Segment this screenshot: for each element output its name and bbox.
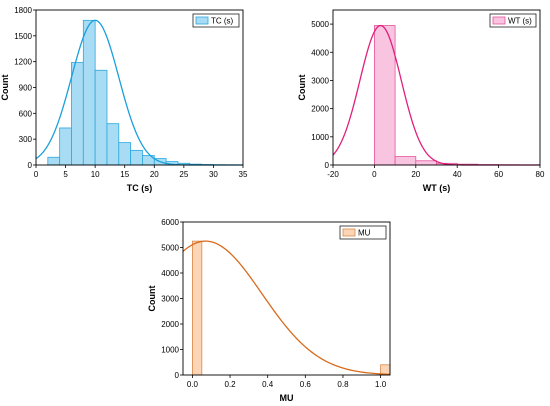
plot-frame (182, 221, 391, 376)
x-tick-label: 0.8 (337, 380, 349, 389)
chart-panel-mu: 0.0 0.2 0.4 0.6 0.8 1.0 0 1000 2000 3000 4000 5000 6… (147, 218, 391, 403)
bar (59, 127, 72, 166)
x-tick-label: 35 (239, 170, 248, 179)
bar (94, 69, 108, 166)
y-tick-label: 1200 (14, 58, 32, 67)
legend-swatch (195, 16, 209, 25)
x-tick-label: 1.0 (375, 380, 387, 389)
x-tick-label: 60 (494, 170, 503, 179)
y-axis-label: Count (147, 286, 157, 312)
x-tick-label: 25 (179, 170, 188, 179)
y-tick-label: 2000 (161, 320, 179, 329)
x-tick-label: -20 (327, 170, 339, 179)
legend-label: WT (s) (508, 17, 532, 26)
fit-curve (182, 240, 391, 376)
x-tick-label: 20 (411, 170, 420, 179)
y-tick-label: 4000 (311, 48, 329, 57)
y-tick-label: 1000 (161, 346, 179, 355)
x-tick-label: 10 (91, 170, 100, 179)
bars-tc (47, 19, 238, 166)
y-tick-label: 4000 (161, 269, 179, 278)
bar (106, 123, 120, 166)
fit-curve (332, 24, 540, 166)
legend-swatch (492, 16, 506, 25)
y-axis-label: Count (297, 75, 307, 101)
bar (130, 149, 143, 166)
x-tick-label: 5 (63, 170, 68, 179)
bar (47, 156, 61, 166)
x-tick-label: 80 (536, 170, 545, 179)
x-tick-label: 0 (372, 170, 377, 179)
x-tick-label: 15 (120, 170, 129, 179)
y-tick-label: 3000 (311, 76, 329, 85)
legend-tc: TC (s) (192, 13, 240, 28)
y-tick-label: 1800 (14, 6, 32, 15)
x-tick-label: 30 (209, 170, 218, 179)
legend-swatch (342, 228, 356, 237)
legend-label: TC (s) (211, 17, 234, 26)
y-tick-label: 0 (175, 371, 180, 380)
y-tick-label: 900 (19, 84, 33, 93)
plot-frame (332, 9, 541, 166)
bar (82, 19, 96, 166)
x-tick-label: 40 (453, 170, 462, 179)
x-tick-label: 0 (34, 170, 39, 179)
y-tick-label: 3000 (161, 295, 179, 304)
x-axis-label: MU (280, 393, 294, 403)
x-tick-label: 0.6 (300, 380, 312, 389)
bar (415, 160, 437, 166)
y-tick-label: 0 (28, 161, 33, 170)
y-tick-label: 6000 (161, 218, 179, 227)
y-tick-label: 5000 (311, 20, 329, 29)
bars-mu (192, 240, 391, 376)
y-axis-label: Count (0, 75, 10, 101)
x-tick-label: 0.0 (187, 380, 199, 389)
y-tick-label: 5000 (161, 244, 179, 253)
bar (394, 156, 417, 166)
bar (118, 142, 132, 166)
y-tick-label: 1500 (14, 32, 32, 41)
y-tick-label: 1000 (311, 133, 329, 142)
bar (192, 240, 203, 376)
x-axis-label: WT (s) (423, 183, 451, 193)
x-tick-label: 20 (150, 170, 159, 179)
y-tick-label: 600 (19, 109, 33, 118)
bar (71, 62, 84, 166)
y-tick-label: 2000 (311, 105, 329, 114)
legend-label: MU (358, 229, 371, 238)
x-tick-label: 0.4 (262, 380, 274, 389)
y-tick-label: 0 (325, 161, 330, 170)
bars-wt (373, 25, 541, 166)
chart-panel-tc: 0 5 10 15 20 25 30 35 0 300 600 900 1200 1500 1800 TC (… (0, 6, 248, 193)
legend-mu: MU (339, 225, 387, 240)
x-axis-label: TC (s) (127, 183, 153, 193)
x-tick-label: 0.2 (224, 380, 236, 389)
y-tick-label: 300 (19, 135, 33, 144)
legend-wt: WT (s) (489, 13, 537, 28)
